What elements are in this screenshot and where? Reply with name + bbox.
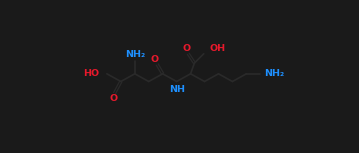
Text: O: O <box>150 55 158 64</box>
Text: O: O <box>183 44 191 53</box>
Text: NH: NH <box>169 85 185 94</box>
Text: NH₂: NH₂ <box>125 50 145 59</box>
Text: OH: OH <box>209 44 225 53</box>
Text: NH₂: NH₂ <box>264 69 284 78</box>
Text: O: O <box>109 94 117 103</box>
Text: HO: HO <box>83 69 99 78</box>
